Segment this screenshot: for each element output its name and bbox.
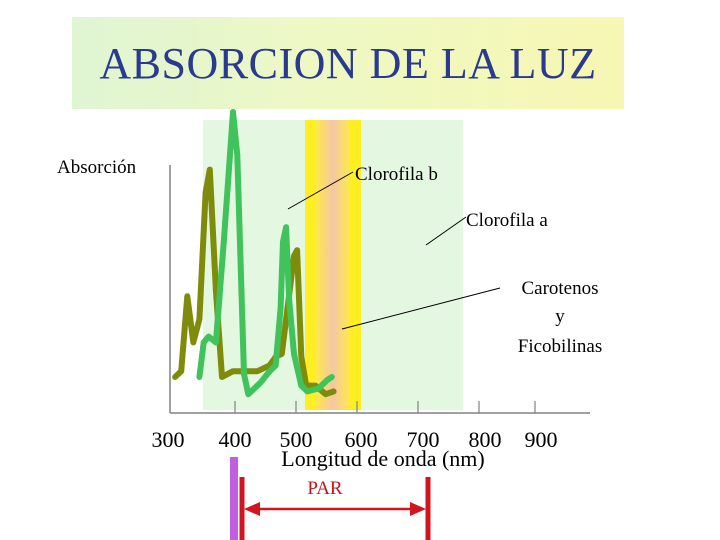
x-tick-label: 800 (469, 427, 502, 452)
annotation-ficobilinas: Ficobilinas (518, 336, 602, 357)
violet-marker (230, 457, 238, 540)
page-title: ABSORCION DE LA LUZ (99, 38, 597, 88)
x-tick-label: 400 (219, 427, 252, 452)
par-arrow-right (410, 502, 426, 516)
annotation-y: y (555, 306, 565, 327)
x-tick-label: 600 (345, 427, 378, 452)
annotation-clorofila-b: Clorofila b (355, 164, 438, 185)
par-arrow-left (244, 502, 260, 516)
par-label: PAR (307, 478, 343, 499)
annotation-clorofila-a: Clorofila a (466, 210, 548, 231)
x-tick-label: 900 (525, 427, 558, 452)
annotation-carotenos: Carotenos (521, 278, 598, 299)
leader-clorofila-b (287, 171, 354, 210)
series-line-clorofila-b (196, 109, 335, 398)
x-tick-label: 700 (407, 427, 440, 452)
x-tick-label: 500 (280, 427, 313, 452)
y-axis-label: Absorción (57, 157, 137, 178)
series-line-clorofila-a (172, 166, 337, 398)
leader-carotenos (341, 287, 501, 330)
title-box: ABSORCION DE LA LUZ (72, 17, 624, 109)
spectrum-bands (203, 120, 463, 410)
x-tick-label: 300 (152, 427, 185, 452)
leader-clorofila-a (425, 216, 467, 246)
x-ticks (234, 401, 536, 413)
x-axis-title: Longitud de onda (nm) (281, 446, 484, 471)
band-orange (316, 120, 350, 410)
